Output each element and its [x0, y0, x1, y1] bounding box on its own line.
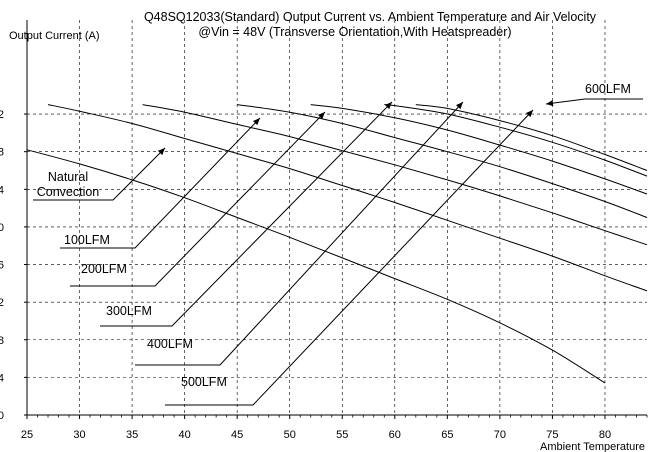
annotation-natural: Natural — [48, 170, 88, 184]
y-tick-label: 8 — [0, 147, 4, 159]
callout-200lfm — [70, 111, 326, 287]
y-tick-label: 2 — [0, 297, 4, 309]
series-lines — [26, 104, 648, 384]
annotation-600lfm: 600LFM — [585, 82, 631, 96]
y-tick-label: 4 — [0, 184, 4, 196]
x-tick-label: 80 — [599, 429, 611, 441]
callout-300lfm — [100, 101, 393, 327]
callout-500lfm — [165, 109, 534, 406]
arrowhead — [253, 118, 260, 126]
callouts — [33, 98, 643, 406]
annotation-100lfm: 100LFM — [64, 233, 110, 247]
y-tick-label: 2 — [0, 109, 4, 121]
arrowhead — [546, 100, 554, 107]
arrowhead — [456, 102, 463, 110]
y-tick-label: 0 — [0, 222, 4, 234]
annotation-400lfm: 400LFM — [147, 337, 193, 351]
chart-title: Q48SQ12033(Standard) Output Current vs. … — [144, 10, 597, 24]
series-line-300lfm — [237, 104, 648, 218]
arrowhead — [385, 102, 392, 110]
x-tick-label: 25 — [21, 429, 33, 441]
arrowhead — [526, 110, 533, 118]
x-tick-label: 70 — [494, 429, 506, 441]
callout-100lfm — [60, 117, 261, 249]
annotation-500lfm: 500LFM — [181, 375, 227, 389]
x-tick-label: 30 — [73, 429, 85, 441]
y-tick-label: 6 — [0, 260, 4, 272]
x-tick-label: 45 — [231, 429, 243, 441]
y-tick-label: 4 — [0, 372, 4, 384]
series-line-natural-convection — [26, 149, 606, 384]
series-line-400lfm — [310, 104, 648, 195]
plot-frame — [26, 20, 647, 416]
y-tick-label: 0 — [0, 410, 4, 422]
x-tick-label: 60 — [389, 429, 401, 441]
grid — [27, 20, 647, 415]
x-tick-label: 65 — [441, 429, 453, 441]
x-axis-label: Ambient Temperature — [540, 441, 645, 452]
callout-400lfm — [135, 101, 464, 366]
chart-subtitle: @Vin = 48V (Transverse Orientation,With … — [198, 25, 511, 39]
annotation-convection: Convection — [37, 185, 100, 199]
series-line-500lfm — [384, 104, 648, 177]
x-tick-label: 55 — [336, 429, 348, 441]
arrowhead — [318, 112, 325, 120]
x-tick-label: 35 — [126, 429, 138, 441]
annotation-300lfm: 300LFM — [106, 304, 152, 318]
callout-600lfm — [545, 98, 643, 105]
annotation-200lfm: 200LFM — [81, 262, 127, 276]
x-tick-label: 50 — [284, 429, 296, 441]
y-tick-label: 8 — [0, 335, 4, 347]
x-tick-label: 40 — [179, 429, 191, 441]
arrowhead — [157, 148, 165, 156]
series-line-100lfm — [47, 104, 648, 292]
series-line-200lfm — [142, 104, 648, 246]
series-line-600lfm — [415, 104, 648, 171]
callout-natural — [33, 147, 166, 201]
y-axis-label: Output Current (A) — [9, 30, 99, 42]
x-tick-label: 75 — [546, 429, 558, 441]
annotations: Natural Convection 100LFM 200LFM 300LFM … — [37, 82, 631, 389]
